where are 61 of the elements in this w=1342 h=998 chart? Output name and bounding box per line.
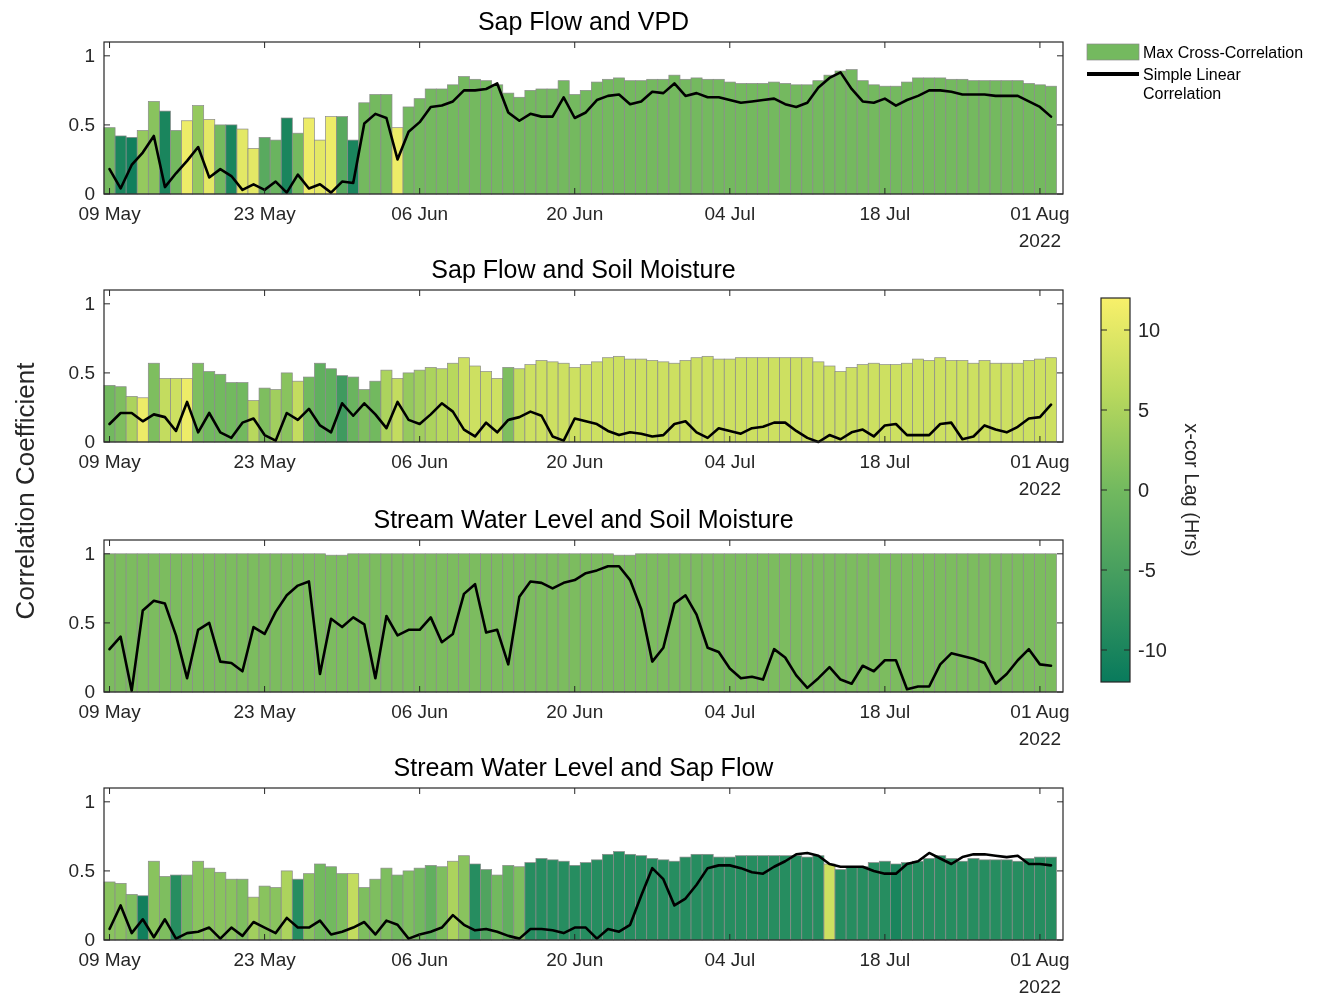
line-series bbox=[108, 71, 1053, 194]
y-tick-label: 0 bbox=[84, 681, 95, 702]
x-tick-label: 20 Jun bbox=[546, 451, 604, 472]
color-bar-label: -10 bbox=[1138, 639, 1167, 661]
x-tick-label: 09 May bbox=[78, 203, 142, 224]
color-bar-label: 0 bbox=[1138, 479, 1150, 501]
text: 2022 bbox=[1018, 976, 1062, 997]
x-tick-label: 06 Jun bbox=[391, 949, 449, 970]
text: 2022 bbox=[1018, 478, 1062, 499]
color-bar-title: x-cor Lag (Hrs) bbox=[1181, 423, 1203, 557]
x-tick-label: 01 Aug bbox=[1010, 949, 1070, 970]
color-bar-label: 5 bbox=[1138, 399, 1150, 421]
x-tick-label: 04 Jul bbox=[704, 949, 756, 970]
x-tick-label: 18 Jul bbox=[859, 949, 911, 970]
y-axis-title: Correlation Coefficient bbox=[10, 361, 40, 620]
x-tick-label: 01 Aug bbox=[1010, 451, 1070, 472]
x-tick-label: 06 Jun bbox=[391, 203, 449, 224]
y-tick-label: 0.5 bbox=[68, 361, 95, 383]
y-tick-label: 0.5 bbox=[68, 113, 95, 135]
text: 2022 bbox=[1018, 728, 1062, 749]
y-tick-label: 0.5 bbox=[68, 859, 95, 881]
x-tick-label: 06 Jun bbox=[391, 451, 449, 472]
x-tick-label: 04 Jul bbox=[704, 701, 756, 722]
x-tick-label: 09 May bbox=[78, 949, 142, 970]
legend-label: Simple Linear Correlation bbox=[1143, 66, 1242, 102]
x-tick-label: 18 Jul bbox=[859, 451, 911, 472]
x-tick-label: 04 Jul bbox=[704, 451, 756, 472]
color-bar-label: -5 bbox=[1138, 559, 1156, 581]
line-series bbox=[108, 851, 1053, 940]
line-series bbox=[108, 400, 1053, 444]
y-tick-label: 1 bbox=[84, 790, 95, 812]
x-tick-label: 04 Jul bbox=[704, 203, 756, 224]
text: 2022 bbox=[1018, 230, 1062, 251]
x-tick-label: 06 Jun bbox=[391, 701, 449, 722]
line-series bbox=[108, 564, 1053, 692]
y-tick-label: 0 bbox=[84, 431, 95, 452]
x-tick-label: 20 Jun bbox=[546, 203, 604, 224]
y-tick-label: 0.5 bbox=[68, 611, 95, 633]
y-tick-label: 1 bbox=[84, 44, 95, 66]
color-bar-label: 10 bbox=[1138, 319, 1161, 341]
legend-label: Max Cross-Correlation bbox=[1143, 44, 1304, 61]
chart-title: Sap Flow and Soil Moisture bbox=[431, 255, 736, 283]
x-tick-label: 09 May bbox=[78, 701, 142, 722]
x-tick-label: 18 Jul bbox=[859, 203, 911, 224]
x-tick-label: 18 Jul bbox=[859, 701, 911, 722]
x-tick-label: 01 Aug bbox=[1010, 203, 1070, 224]
y-tick-label: 0 bbox=[84, 183, 95, 204]
x-tick-label: 20 Jun bbox=[546, 949, 604, 970]
y-tick-label: 1 bbox=[84, 292, 95, 314]
y-tick-label: 0 bbox=[84, 929, 95, 950]
chart-title: Sap Flow and VPD bbox=[477, 7, 690, 35]
x-tick-label: 23 May bbox=[233, 203, 297, 224]
chart-title: Stream Water Level and Soil Moisture bbox=[373, 505, 794, 533]
x-tick-label: 01 Aug bbox=[1010, 701, 1070, 722]
x-tick-label: 23 May bbox=[233, 451, 297, 472]
x-tick-label: 09 May bbox=[78, 451, 142, 472]
x-tick-label: 23 May bbox=[233, 701, 297, 722]
x-tick-label: 23 May bbox=[233, 949, 297, 970]
chart-title: Stream Water Level and Sap Flow bbox=[393, 753, 775, 781]
x-tick-label: 20 Jun bbox=[546, 701, 604, 722]
y-tick-label: 1 bbox=[84, 542, 95, 564]
